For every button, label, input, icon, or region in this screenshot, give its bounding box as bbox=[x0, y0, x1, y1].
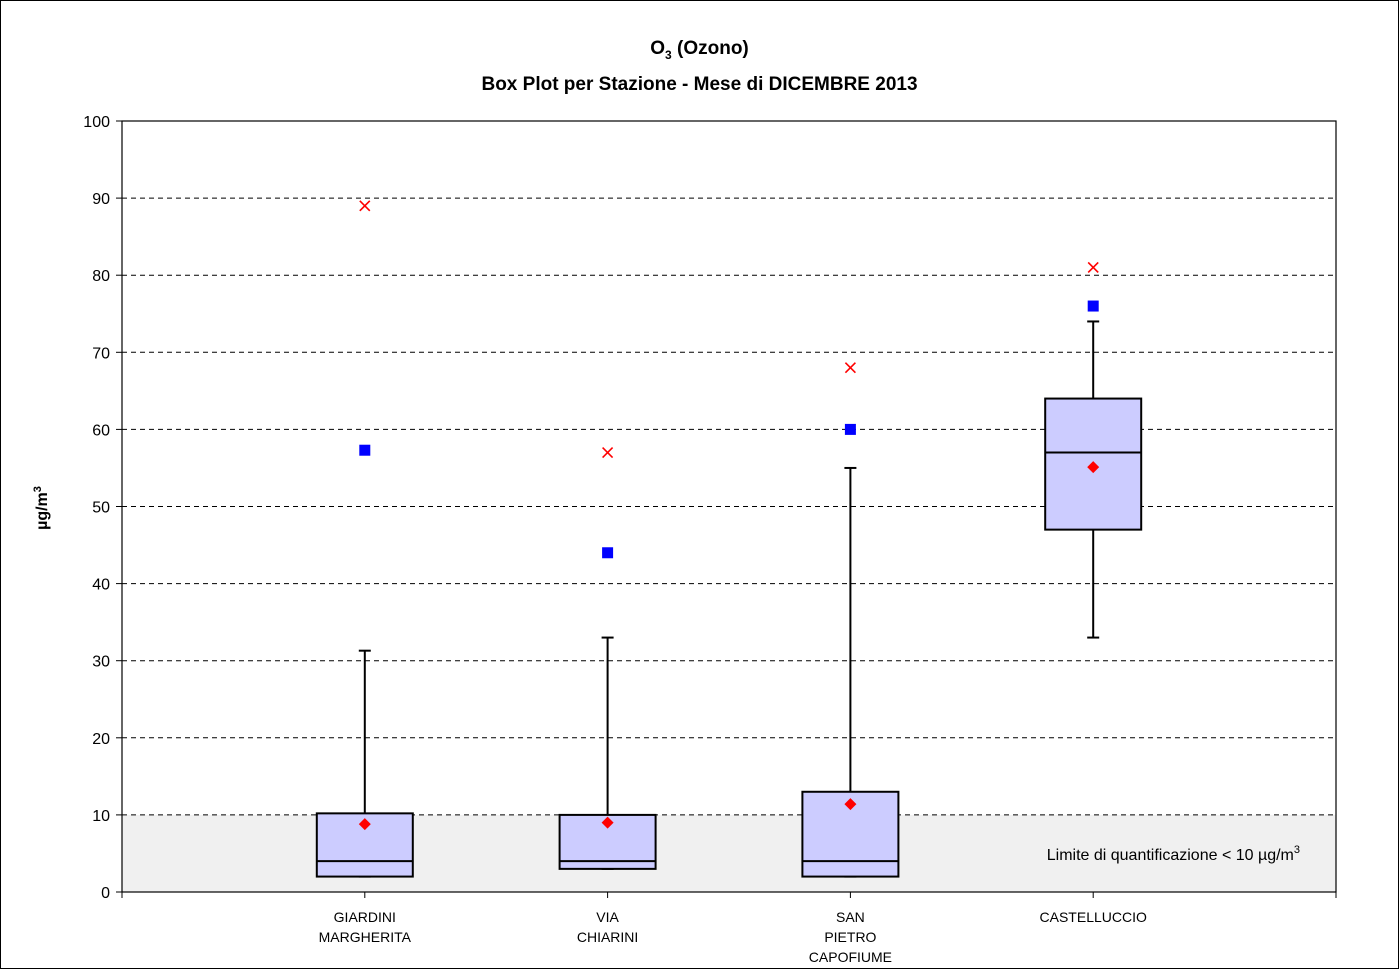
box bbox=[558, 813, 657, 870]
x-tick-label: CAPOFIUME bbox=[809, 949, 892, 965]
mean-marker bbox=[1087, 461, 1100, 474]
mean-marker bbox=[844, 798, 857, 811]
y-tick-label: 30 bbox=[92, 654, 110, 671]
x-marker bbox=[359, 200, 371, 212]
square-marker bbox=[602, 547, 614, 559]
y-tick-label: 60 bbox=[92, 422, 110, 439]
title-suffix: (Ozono) bbox=[671, 38, 749, 59]
y-tick-label: 40 bbox=[92, 577, 110, 594]
y-tick-label: 90 bbox=[92, 191, 110, 208]
x-tick-label: CHIARINI bbox=[577, 929, 638, 945]
mean-marker bbox=[358, 818, 371, 831]
band-label-sup: 3 bbox=[1294, 844, 1300, 856]
y-tick-label: 20 bbox=[92, 731, 110, 748]
x-tick-label: VIA bbox=[596, 909, 619, 925]
y-tick-label: 80 bbox=[92, 268, 110, 285]
x-marker bbox=[602, 446, 614, 459]
square-marker bbox=[844, 423, 856, 435]
chart-subtitle: Box Plot per Stazione - Mese di DICEMBRE… bbox=[481, 74, 918, 95]
y-tick-label: 100 bbox=[83, 114, 110, 131]
x-marker bbox=[1087, 261, 1099, 274]
chart-title: O3 (Ozono) bbox=[0, 38, 1399, 62]
title-subscript: 3 bbox=[665, 47, 672, 62]
band-label-main: Limite di quantificazione < 10 µg/m bbox=[1047, 847, 1294, 864]
x-tick-label: SAN bbox=[836, 909, 865, 925]
x-tick-label: GIARDINI bbox=[334, 909, 396, 925]
y-tick-label: 70 bbox=[92, 345, 110, 362]
y-tick-label: 10 bbox=[92, 808, 110, 825]
square-marker bbox=[359, 444, 371, 456]
x-tick-label: PIETRO bbox=[824, 929, 876, 945]
y-tick-label: 50 bbox=[92, 500, 110, 517]
mean-marker bbox=[601, 816, 614, 829]
x-marker bbox=[844, 362, 856, 374]
title-main: O bbox=[650, 38, 666, 59]
x-tick-label: MARGHERITA bbox=[319, 929, 412, 945]
band-label: Limite di quantificazione < 10 µg/m3 bbox=[1047, 844, 1300, 864]
x-tick-label: CASTELLUCCIO bbox=[1040, 909, 1147, 925]
y-tick-label: 0 bbox=[101, 885, 110, 902]
square-marker bbox=[1087, 300, 1099, 312]
